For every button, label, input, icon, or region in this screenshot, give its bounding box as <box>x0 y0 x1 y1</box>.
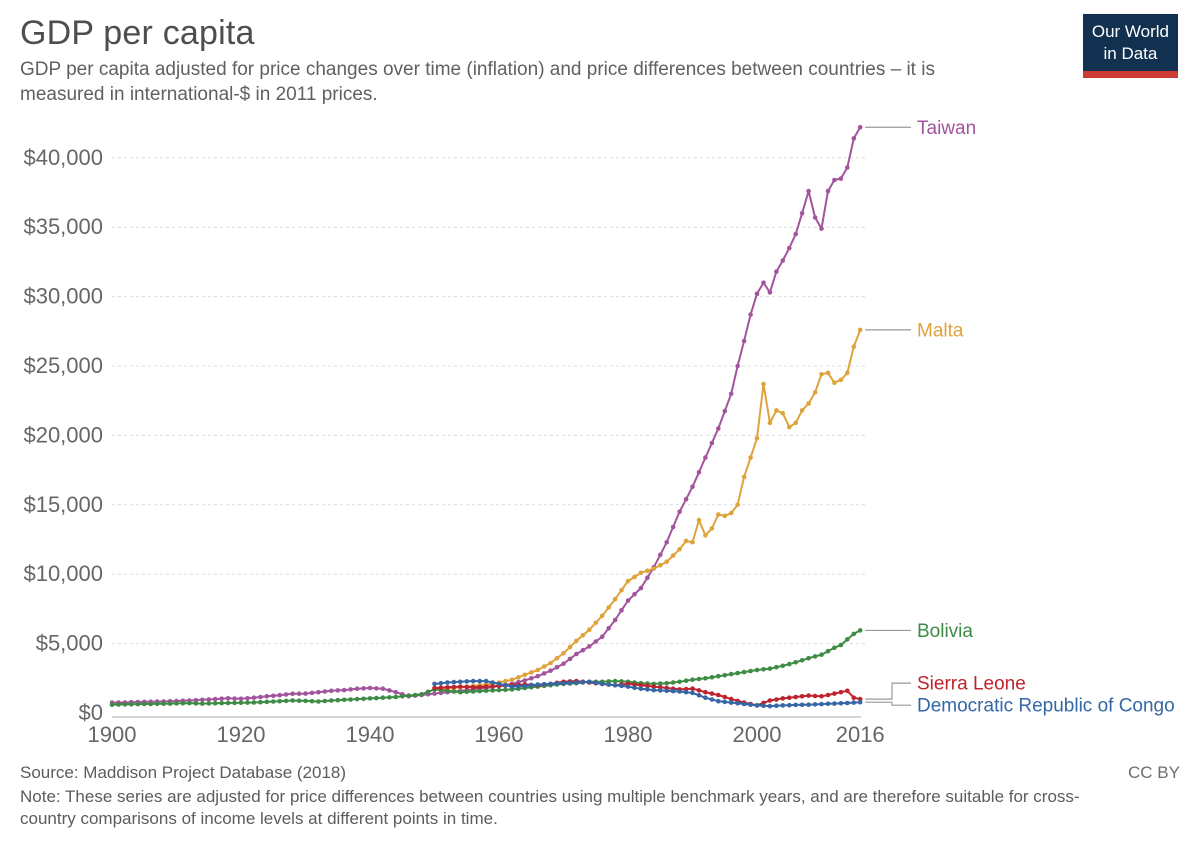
license-badge[interactable]: CC BY <box>1128 763 1180 782</box>
svg-text:1960: 1960 <box>475 722 524 747</box>
svg-text:1940: 1940 <box>346 722 395 747</box>
svg-text:$40,000: $40,000 <box>23 145 103 170</box>
svg-text:$10,000: $10,000 <box>23 561 103 586</box>
series-label-taiwan[interactable]: Taiwan <box>917 118 976 139</box>
series-taiwan: Taiwan <box>109 118 976 705</box>
svg-text:2000: 2000 <box>733 722 782 747</box>
owid-logo[interactable]: Our World in Data <box>1082 14 1178 78</box>
chart-header: GDP per capita GDP per capita adjusted f… <box>20 14 1180 107</box>
svg-text:1920: 1920 <box>217 722 266 747</box>
page-title: GDP per capita <box>20 14 255 52</box>
series-bolivia: Bolivia <box>109 621 973 707</box>
svg-text:1980: 1980 <box>604 722 653 747</box>
svg-text:$5,000: $5,000 <box>36 631 103 656</box>
svg-text:$35,000: $35,000 <box>23 214 103 239</box>
series-malta: Malta <box>432 320 964 692</box>
owid-logo-line1: Our World <box>1091 22 1169 41</box>
gdp-per-capita-line-chart: $0 $5,000 $10,000 $15,000 $20,000 $25,000 $30,… <box>23 118 1175 747</box>
svg-text:$0: $0 <box>79 700 103 725</box>
svg-text:$25,000: $25,000 <box>23 353 103 378</box>
svg-text:$15,000: $15,000 <box>23 492 103 517</box>
x-axis: 1900 1920 1940 1960 1980 2000 2016 <box>88 722 885 747</box>
owid-logo-line2: in Data <box>1103 43 1158 63</box>
source-text[interactable]: Source: Maddison Project Database (2018) <box>20 763 347 782</box>
svg-text:2016: 2016 <box>836 722 885 747</box>
series-label-sierra-leone[interactable]: Sierra Leone <box>917 674 1026 695</box>
svg-text:$30,000: $30,000 <box>23 284 103 309</box>
series-label-malta[interactable]: Malta <box>917 320 964 341</box>
y-axis: $0 $5,000 $10,000 $15,000 $20,000 $25,000 $30,… <box>23 145 868 725</box>
series-label-democratic-republic-of-congo[interactable]: Democratic Republic of Congo <box>917 696 1175 717</box>
chart-subtitle: GDP per capita adjusted for price change… <box>20 59 935 106</box>
svg-text:1900: 1900 <box>88 722 137 747</box>
series-democratic-republic-of-congo: Democratic Republic of Congo <box>432 678 1175 717</box>
chart-footer: Source: Maddison Project Database (2018)… <box>20 762 1180 830</box>
note-text: Note: These series are adjusted for pric… <box>20 787 1080 829</box>
svg-text:$20,000: $20,000 <box>23 422 103 447</box>
series-label-bolivia[interactable]: Bolivia <box>917 621 973 642</box>
